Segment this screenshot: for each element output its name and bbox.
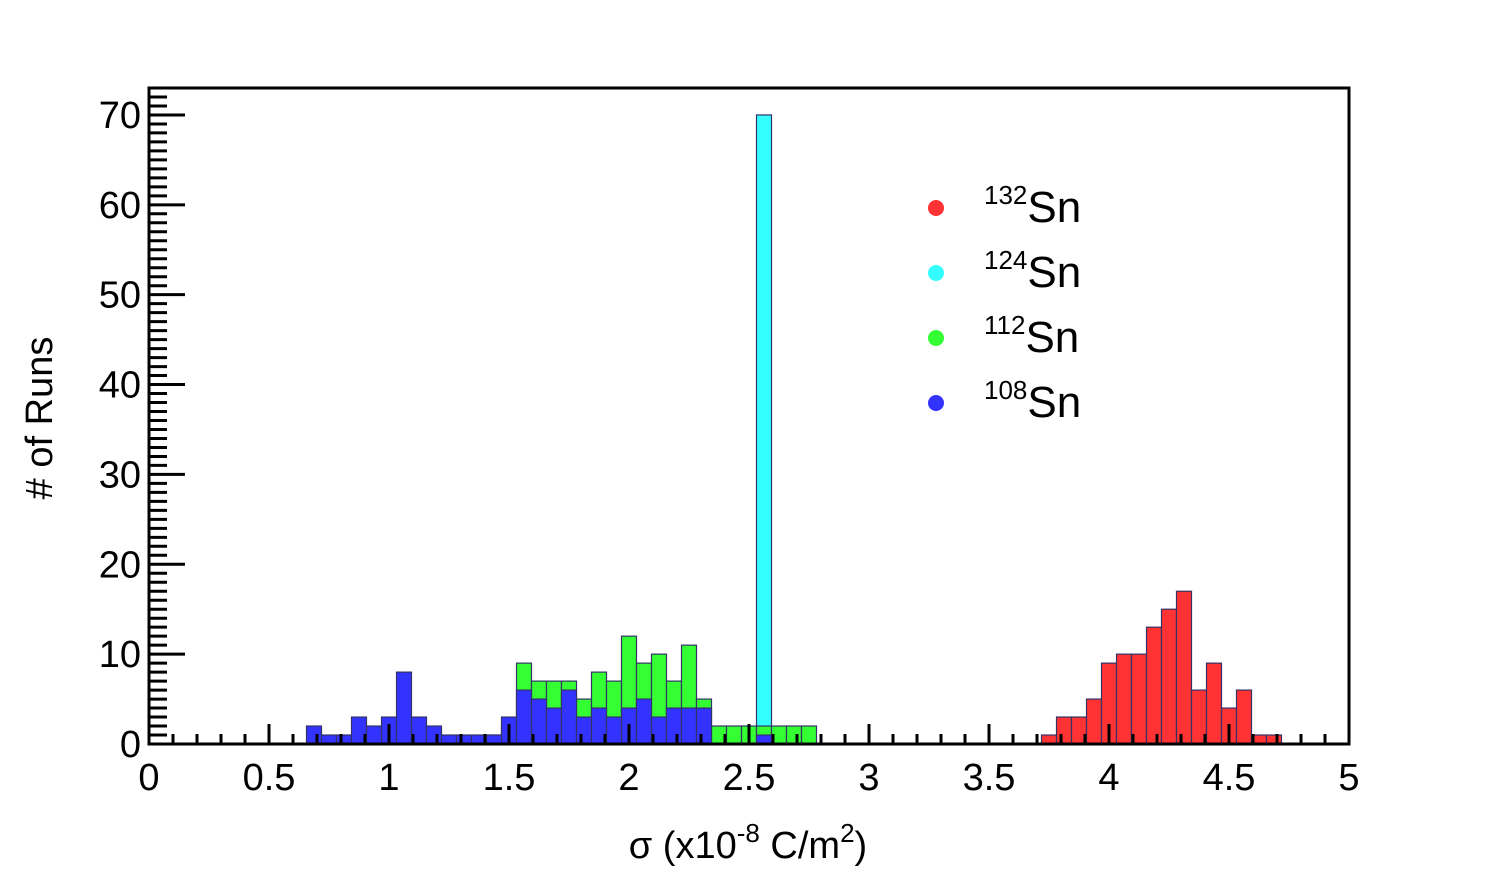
legend-label: 112Sn [984, 310, 1079, 362]
legend-item-132-sn: 132Sn [928, 180, 1081, 232]
x-axis-unit: C/m [760, 825, 840, 867]
y-tick-label: 10 [99, 634, 141, 676]
y-tick-label: 50 [99, 275, 141, 317]
x-tick-label: 5 [1338, 757, 1359, 799]
bar-132-sn [1235, 689, 1253, 745]
series-132-sn [1040, 590, 1283, 745]
bar-108-sn [680, 707, 698, 745]
x-tick-label: 1.5 [483, 757, 536, 799]
y-tick-label: 0 [120, 724, 141, 766]
bar-132-sn [1085, 698, 1103, 745]
bar-108-sn [665, 707, 683, 745]
bar-108-sn [635, 698, 653, 745]
x-tick-label: 0 [138, 757, 159, 799]
bar-132-sn [1175, 590, 1193, 745]
x-axis-prefix: (x10 [652, 825, 736, 867]
bar-112-sn [725, 725, 743, 745]
legend-label: 124Sn [984, 245, 1081, 297]
x-tick-label: 0.5 [243, 757, 296, 799]
bar-108-sn [305, 725, 323, 745]
y-tick-label: 30 [99, 454, 141, 496]
legend-item-112-sn: 112Sn [928, 310, 1079, 362]
bar-108-sn [515, 689, 533, 745]
legend-element: Sn [1027, 248, 1081, 297]
legend-marker [928, 200, 944, 216]
legend-element: Sn [1027, 378, 1081, 427]
bar-132-sn [1130, 653, 1148, 745]
legend-item-108-sn: 108Sn [928, 375, 1081, 427]
axis-ticks [147, 86, 1351, 746]
legend-label: 132Sn [984, 180, 1081, 232]
series-124-sn [755, 114, 773, 745]
x-tick-label: 2 [618, 757, 639, 799]
legend-element: Sn [1027, 183, 1081, 232]
x-tick-label: 4 [1098, 757, 1119, 799]
bar-108-sn [575, 716, 593, 745]
legend-element: Sn [1025, 313, 1079, 362]
y-tick-label: 70 [99, 95, 141, 137]
x-tick-label: 3.5 [963, 757, 1016, 799]
bar-132-sn [1145, 626, 1163, 745]
legend-mass-number: 108 [984, 375, 1027, 405]
x-tick-label: 3 [858, 757, 879, 799]
legend-mass-number: 132 [984, 180, 1027, 210]
legend-marker [928, 330, 944, 346]
bar-124-sn [755, 114, 773, 745]
x-axis-suffix: ) [855, 825, 868, 867]
y-tick-label: 60 [99, 185, 141, 227]
legend-marker [928, 395, 944, 411]
bar-132-sn [1160, 608, 1178, 745]
bar-108-sn [695, 707, 713, 745]
bar-108-sn [365, 725, 383, 745]
x-tick-label: 2.5 [723, 757, 776, 799]
bar-108-sn [395, 671, 413, 745]
x-axis-symbol: σ [629, 825, 652, 867]
legend-item-124-sn: 124Sn [928, 245, 1081, 297]
x-axis-unit-exponent: 2 [840, 818, 854, 848]
legend-mass-number: 124 [984, 245, 1027, 275]
bar-112-sn [785, 725, 803, 745]
y-axis-title: # of Runs [19, 337, 61, 500]
bar-108-sn [425, 725, 443, 745]
bar-108-sn [605, 716, 623, 745]
bar-132-sn [1115, 653, 1133, 745]
x-axis-title: σ (x10-8 C/m2) [629, 818, 867, 867]
y-tick-label: 40 [99, 365, 141, 407]
bar-112-sn [800, 725, 818, 745]
legend-marker [928, 265, 944, 281]
legend-mass-number: 112 [984, 310, 1025, 340]
x-axis-exponent: -8 [737, 818, 760, 848]
histogram-bars [305, 114, 1283, 745]
legend-label: 108Sn [984, 375, 1081, 427]
y-tick-label: 20 [99, 544, 141, 586]
x-tick-labels: 0 0.5 1 1.5 2 2.5 3 3.5 4 4.5 5 [138, 757, 1359, 799]
bar-132-sn [1205, 662, 1223, 745]
x-tick-label: 1 [378, 757, 399, 799]
y-tick-labels: 0 10 20 30 40 50 60 70 [99, 95, 141, 766]
bar-108-sn [560, 689, 578, 745]
bar-108-sn [545, 707, 563, 745]
x-tick-label: 4.5 [1203, 757, 1256, 799]
bar-132-sn [1055, 716, 1073, 745]
